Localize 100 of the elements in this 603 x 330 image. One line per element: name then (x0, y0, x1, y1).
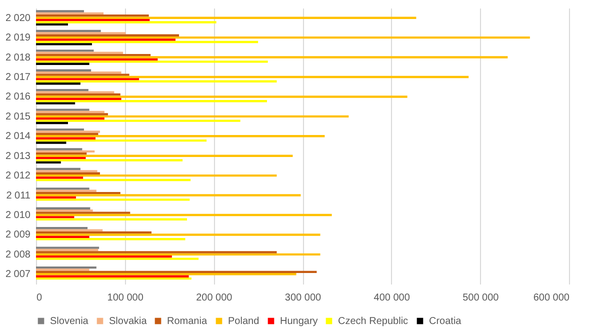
bar (36, 176, 84, 179)
y-tick-label: 2 014 (5, 131, 31, 142)
bar (36, 168, 80, 170)
bar (36, 196, 76, 199)
bar (36, 38, 176, 41)
bar (36, 16, 416, 19)
x-tick-label: 500 000 (462, 292, 500, 304)
bar (36, 74, 130, 76)
bar (36, 21, 216, 24)
y-tick-label: 2 016 (5, 92, 31, 103)
bar (36, 154, 293, 157)
bar (36, 188, 90, 190)
bar (36, 115, 349, 118)
bar (36, 100, 267, 102)
bar (36, 142, 66, 144)
bar (36, 236, 90, 238)
bar (36, 56, 508, 58)
bar (36, 214, 332, 216)
bar (36, 12, 104, 15)
y-tick-label: 2 012 (5, 170, 31, 182)
bar (36, 82, 80, 85)
legend-label: Czech Republic (338, 316, 408, 327)
bar (36, 238, 186, 240)
bar (36, 139, 207, 142)
y-tick-label: 2 013 (5, 150, 31, 162)
y-tick-label: 2 015 (5, 111, 31, 122)
x-tick-label: 600 000 (533, 292, 570, 304)
bar (36, 118, 104, 120)
bar (36, 256, 172, 258)
bar (36, 34, 180, 36)
legend-label: Poland (228, 316, 260, 327)
bar (36, 248, 98, 252)
x-tick-label: 300 000 (284, 292, 322, 304)
bar (36, 198, 190, 201)
bar (36, 152, 87, 155)
bar (36, 14, 149, 17)
y-tick-label: 2 017 (5, 72, 31, 83)
bar (36, 89, 88, 92)
bar (36, 178, 191, 182)
bar (36, 275, 189, 278)
legend-label: Croatia (429, 316, 462, 327)
bar (36, 210, 93, 212)
bar (36, 91, 114, 94)
bar (36, 135, 325, 138)
y-tick-label: 2 011 (6, 190, 31, 202)
bar (36, 159, 183, 162)
bar (36, 32, 126, 34)
bar (36, 229, 103, 232)
bar (36, 270, 317, 274)
y-tick-label: 2 010 (5, 210, 31, 221)
y-tick-label: 2 019 (5, 32, 31, 44)
bar (36, 122, 68, 124)
bar (36, 96, 408, 98)
legend-label: Romania (167, 316, 208, 327)
y-tick-label: 2 020 (5, 12, 31, 24)
bar (36, 18, 150, 22)
x-tick-label: 0 (36, 292, 42, 304)
bar (36, 130, 100, 133)
bar (36, 194, 301, 196)
bar (36, 266, 96, 269)
bar (36, 113, 108, 116)
bar (36, 52, 124, 54)
bar (36, 72, 122, 74)
bar (36, 10, 84, 12)
bar (36, 102, 76, 104)
y-tick-label: 2 007 (5, 269, 31, 280)
bar (36, 207, 90, 210)
bar (36, 174, 277, 177)
bar (36, 60, 268, 63)
bar (36, 231, 152, 234)
bar (36, 148, 82, 150)
bar (36, 50, 94, 52)
bar (36, 36, 530, 39)
bar (36, 258, 199, 260)
bar (36, 62, 90, 65)
bar (36, 273, 296, 276)
bar (36, 78, 140, 80)
bar (36, 156, 86, 160)
bar (36, 268, 90, 271)
bar (36, 212, 130, 214)
bar (36, 170, 98, 172)
legend-label: Hungary (280, 316, 318, 327)
bar (36, 172, 100, 174)
legend-label: Slovenia (50, 316, 89, 327)
y-tick-label: 2 009 (5, 230, 31, 241)
bar (36, 110, 104, 114)
bar (36, 43, 92, 46)
bar (36, 23, 68, 26)
bar (36, 246, 100, 249)
bar (36, 128, 84, 131)
bar (36, 30, 101, 32)
bar (36, 80, 277, 82)
bar (36, 192, 120, 194)
bar (36, 98, 122, 100)
bar (36, 108, 90, 111)
bar (36, 253, 320, 256)
bar (36, 161, 61, 164)
bar (36, 227, 88, 230)
bar (36, 234, 320, 236)
x-tick-label: 100 000 (107, 292, 144, 304)
